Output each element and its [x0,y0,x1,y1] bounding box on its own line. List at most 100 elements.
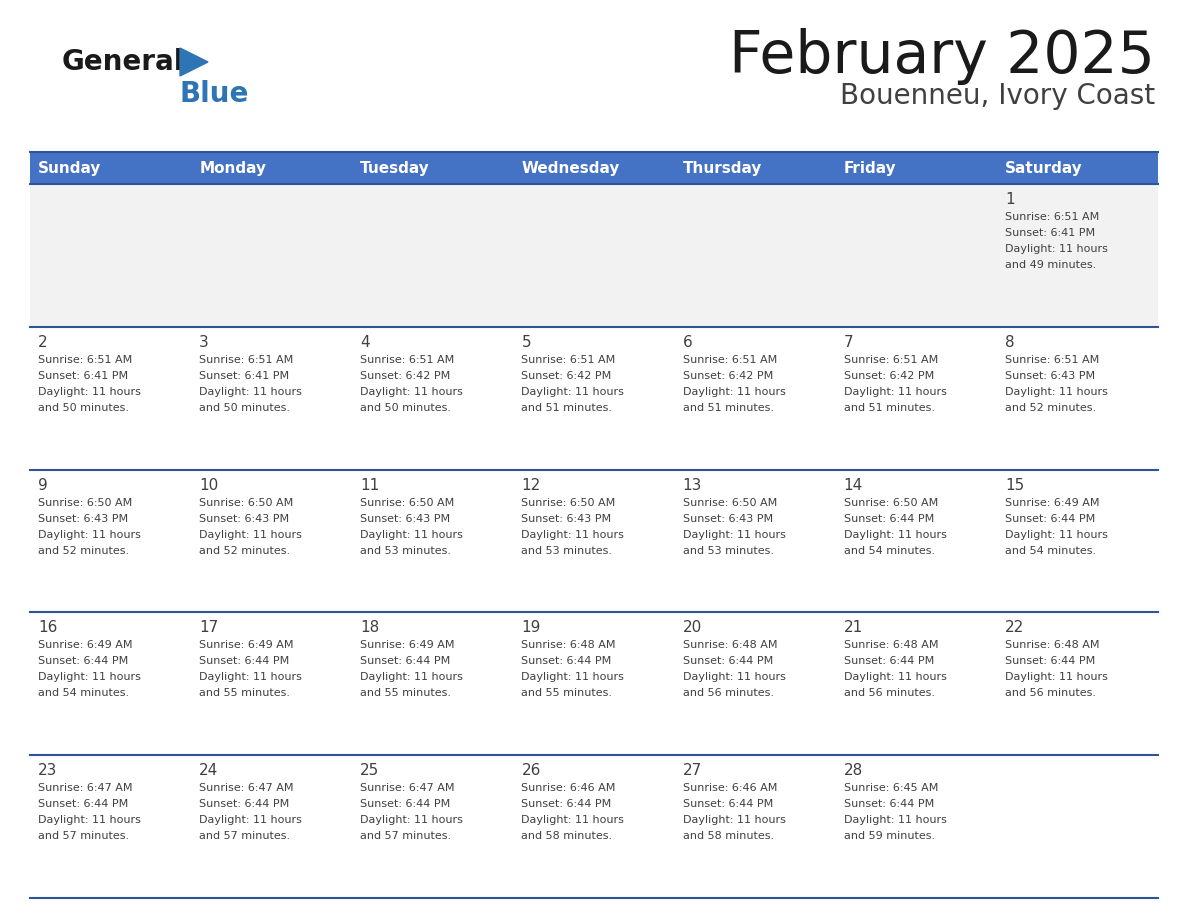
Text: Sunset: 6:43 PM: Sunset: 6:43 PM [38,513,128,523]
Text: Sunrise: 6:51 AM: Sunrise: 6:51 AM [683,354,777,364]
Text: Sunset: 6:43 PM: Sunset: 6:43 PM [200,513,289,523]
Text: Daylight: 11 hours: Daylight: 11 hours [200,386,302,397]
Text: Sunrise: 6:51 AM: Sunrise: 6:51 AM [38,354,132,364]
Text: and 53 minutes.: and 53 minutes. [683,545,773,555]
Text: Daylight: 11 hours: Daylight: 11 hours [843,530,947,540]
Text: Sunset: 6:42 PM: Sunset: 6:42 PM [360,371,450,381]
Text: Daylight: 11 hours: Daylight: 11 hours [1005,244,1107,254]
Text: Sunrise: 6:47 AM: Sunrise: 6:47 AM [200,783,293,793]
Text: Daylight: 11 hours: Daylight: 11 hours [38,815,141,825]
Text: Tuesday: Tuesday [360,161,430,175]
Text: and 49 minutes.: and 49 minutes. [1005,260,1097,270]
Text: Sunrise: 6:48 AM: Sunrise: 6:48 AM [1005,641,1099,650]
Text: Sunset: 6:44 PM: Sunset: 6:44 PM [843,513,934,523]
Text: 2: 2 [38,335,48,350]
Text: and 58 minutes.: and 58 minutes. [683,831,773,841]
Text: Daylight: 11 hours: Daylight: 11 hours [200,530,302,540]
Text: Sunrise: 6:49 AM: Sunrise: 6:49 AM [360,641,455,650]
Text: Daylight: 11 hours: Daylight: 11 hours [360,672,463,682]
Text: Blue: Blue [181,80,249,108]
Text: Sunrise: 6:49 AM: Sunrise: 6:49 AM [200,641,293,650]
Text: and 50 minutes.: and 50 minutes. [200,403,290,413]
Text: Daylight: 11 hours: Daylight: 11 hours [522,815,625,825]
Text: Sunrise: 6:46 AM: Sunrise: 6:46 AM [522,783,615,793]
Text: Daylight: 11 hours: Daylight: 11 hours [360,530,463,540]
Text: Sunset: 6:44 PM: Sunset: 6:44 PM [200,800,290,809]
Bar [30,152,1158,184]
Text: Sunrise: 6:48 AM: Sunrise: 6:48 AM [522,641,615,650]
Text: 28: 28 [843,763,862,778]
Text: Daylight: 11 hours: Daylight: 11 hours [38,530,141,540]
Text: and 52 minutes.: and 52 minutes. [1005,403,1097,413]
Text: 6: 6 [683,335,693,350]
Text: Sunset: 6:41 PM: Sunset: 6:41 PM [1005,228,1095,238]
Text: and 51 minutes.: and 51 minutes. [683,403,773,413]
Text: 11: 11 [360,477,379,493]
Text: Sunset: 6:43 PM: Sunset: 6:43 PM [1005,371,1095,381]
Text: Sunrise: 6:51 AM: Sunrise: 6:51 AM [1005,212,1099,222]
Text: Daylight: 11 hours: Daylight: 11 hours [683,530,785,540]
Text: Sunrise: 6:51 AM: Sunrise: 6:51 AM [843,354,939,364]
Text: Sunset: 6:44 PM: Sunset: 6:44 PM [522,656,612,666]
Text: Sunrise: 6:51 AM: Sunrise: 6:51 AM [522,354,615,364]
Text: Sunrise: 6:46 AM: Sunrise: 6:46 AM [683,783,777,793]
Text: and 50 minutes.: and 50 minutes. [38,403,129,413]
Text: and 52 minutes.: and 52 minutes. [200,545,290,555]
Text: General: General [62,48,184,76]
Text: Daylight: 11 hours: Daylight: 11 hours [200,815,302,825]
Text: Wednesday: Wednesday [522,161,620,175]
Text: Sunday: Sunday [38,161,101,175]
Text: Sunrise: 6:49 AM: Sunrise: 6:49 AM [1005,498,1099,508]
Text: and 53 minutes.: and 53 minutes. [522,545,613,555]
Text: Daylight: 11 hours: Daylight: 11 hours [522,672,625,682]
Text: Daylight: 11 hours: Daylight: 11 hours [683,672,785,682]
Bar [30,612,1158,756]
Text: Sunrise: 6:48 AM: Sunrise: 6:48 AM [843,641,939,650]
Text: 21: 21 [843,621,862,635]
Text: 10: 10 [200,477,219,493]
Text: Sunrise: 6:50 AM: Sunrise: 6:50 AM [360,498,455,508]
Text: 16: 16 [38,621,57,635]
Text: Sunset: 6:44 PM: Sunset: 6:44 PM [1005,513,1095,523]
Text: Sunrise: 6:50 AM: Sunrise: 6:50 AM [38,498,132,508]
Text: 1: 1 [1005,192,1015,207]
Text: Sunrise: 6:51 AM: Sunrise: 6:51 AM [360,354,455,364]
Text: 7: 7 [843,335,853,350]
Text: Daylight: 11 hours: Daylight: 11 hours [360,815,463,825]
Text: and 54 minutes.: and 54 minutes. [1005,545,1097,555]
Text: and 56 minutes.: and 56 minutes. [683,688,773,699]
Text: 17: 17 [200,621,219,635]
Text: 13: 13 [683,477,702,493]
Text: Sunrise: 6:51 AM: Sunrise: 6:51 AM [1005,354,1099,364]
Text: Daylight: 11 hours: Daylight: 11 hours [522,386,625,397]
Text: Sunset: 6:41 PM: Sunset: 6:41 PM [38,371,128,381]
Text: 9: 9 [38,477,48,493]
Text: 14: 14 [843,477,862,493]
Text: Daylight: 11 hours: Daylight: 11 hours [360,386,463,397]
Text: Sunset: 6:44 PM: Sunset: 6:44 PM [843,800,934,809]
Text: Monday: Monday [200,161,266,175]
Text: and 57 minutes.: and 57 minutes. [200,831,290,841]
Text: 4: 4 [360,335,369,350]
Text: Sunrise: 6:45 AM: Sunrise: 6:45 AM [843,783,939,793]
Text: Daylight: 11 hours: Daylight: 11 hours [843,815,947,825]
Text: and 50 minutes.: and 50 minutes. [360,403,451,413]
Text: 23: 23 [38,763,57,778]
Text: Sunset: 6:44 PM: Sunset: 6:44 PM [38,800,128,809]
Text: Thursday: Thursday [683,161,762,175]
Bar [30,327,1158,470]
Text: Friday: Friday [843,161,896,175]
Text: and 54 minutes.: and 54 minutes. [843,545,935,555]
Text: Daylight: 11 hours: Daylight: 11 hours [38,672,141,682]
Text: Daylight: 11 hours: Daylight: 11 hours [683,386,785,397]
Text: Sunset: 6:44 PM: Sunset: 6:44 PM [200,656,290,666]
Bar [30,470,1158,612]
Bar [30,184,1158,327]
Text: and 57 minutes.: and 57 minutes. [38,831,129,841]
Text: and 51 minutes.: and 51 minutes. [522,403,613,413]
Text: Sunset: 6:44 PM: Sunset: 6:44 PM [843,656,934,666]
Text: 8: 8 [1005,335,1015,350]
Text: 18: 18 [360,621,379,635]
Text: 12: 12 [522,477,541,493]
Text: 22: 22 [1005,621,1024,635]
